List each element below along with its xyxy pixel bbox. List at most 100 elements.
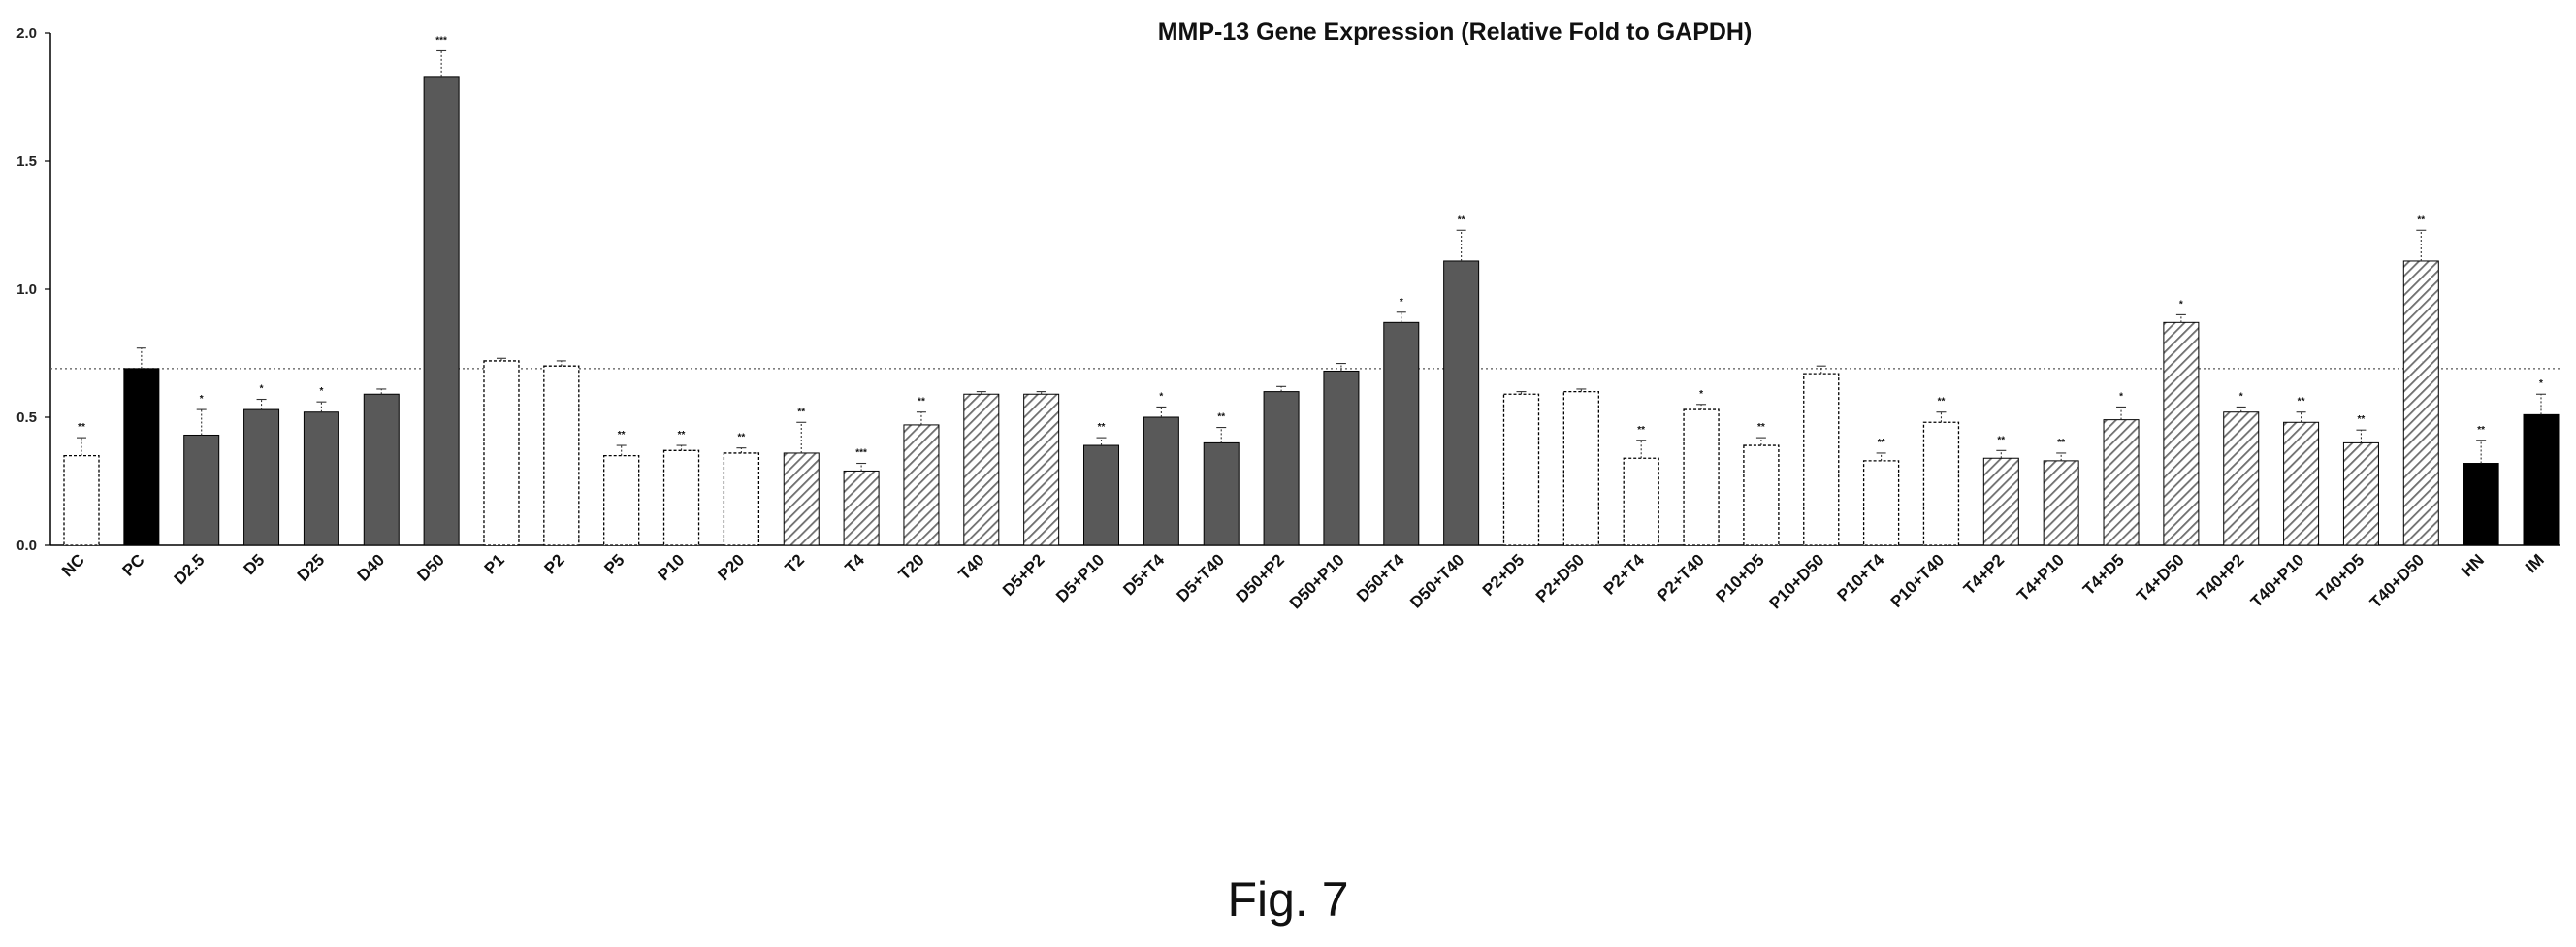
bar-p2-d5 xyxy=(1502,393,1540,546)
bar-t40-p10 xyxy=(2283,421,2320,546)
significance-label: ** xyxy=(2358,414,2366,425)
bar-t4-d5 xyxy=(2103,419,2140,546)
significance-label: *** xyxy=(855,448,867,459)
bar-p10-t40 xyxy=(1922,421,1960,546)
category-label: D5+T40 xyxy=(1174,550,1229,605)
category-label: P2+T4 xyxy=(1600,550,1649,599)
bar-d2-5 xyxy=(183,434,220,546)
category-label: D25 xyxy=(294,550,328,584)
significance-label: ** xyxy=(1757,422,1765,433)
chart-title: MMP-13 Gene Expression (Relative Fold to… xyxy=(1158,18,1753,46)
significance-label: ** xyxy=(797,407,805,417)
significance-label: ** xyxy=(678,430,686,441)
category-label: PC xyxy=(119,550,148,579)
significance-label: * xyxy=(1400,297,1403,308)
bar-chart: 0.00.51.01.52.0 **NC PC*D2.5*D5*D25 D40***… xyxy=(16,18,2560,612)
significance-label: * xyxy=(319,386,323,397)
significance-label: *** xyxy=(435,35,447,46)
category-label: D50+T4 xyxy=(1353,550,1408,605)
bar-t2 xyxy=(783,452,820,546)
significance-label: * xyxy=(2539,378,2543,389)
category-label: P10+D5 xyxy=(1713,550,1768,605)
category-label: P2+D50 xyxy=(1532,550,1588,605)
category-label: IM xyxy=(2522,550,2548,576)
bar-t20 xyxy=(903,424,940,546)
category-label: P20 xyxy=(714,550,748,584)
bar-p2-t40 xyxy=(1683,408,1720,546)
category-label: T20 xyxy=(895,550,928,583)
category-label: D50+T40 xyxy=(1406,550,1467,611)
category-label: D40 xyxy=(354,550,388,584)
category-label: T40 xyxy=(954,550,987,583)
category-label: D50+P10 xyxy=(1286,550,1348,612)
bar-im xyxy=(2523,413,2560,546)
bar-t40-d50 xyxy=(2402,260,2439,546)
y-tick-label: 1.5 xyxy=(16,153,37,170)
category-label: P1 xyxy=(481,550,508,577)
category-label: T4 xyxy=(841,550,868,577)
chart-bars xyxy=(63,49,2560,546)
bar-t4-p2 xyxy=(1982,457,2019,546)
bar-d5-t40 xyxy=(1203,441,1240,546)
bar-t4-p10 xyxy=(2043,460,2079,546)
bar-t4-d50 xyxy=(2163,321,2200,546)
bar-d50-t40 xyxy=(1443,260,1480,546)
bar-p10-d50 xyxy=(1803,373,1840,546)
significance-label: ** xyxy=(2477,425,2485,436)
category-label: P10 xyxy=(655,550,689,584)
category-label: P2+D5 xyxy=(1479,550,1529,600)
category-label: T4+D5 xyxy=(2079,550,2128,599)
category-label: T40+D5 xyxy=(2313,550,2368,605)
category-label: D2.5 xyxy=(171,550,209,588)
significance-label: * xyxy=(200,394,204,405)
bar-p2 xyxy=(543,365,580,546)
bar-p10 xyxy=(662,449,700,546)
category-label: D5+T4 xyxy=(1119,550,1168,599)
significance-label: * xyxy=(2119,391,2123,402)
significance-label: ** xyxy=(1997,435,2005,445)
bar-t4 xyxy=(843,470,880,546)
bar-t40 xyxy=(963,393,1000,546)
category-label: D50+P2 xyxy=(1233,550,1288,605)
category-label: T2 xyxy=(782,550,808,576)
bar-d25 xyxy=(303,411,339,546)
bar-p2-d50 xyxy=(1562,390,1599,546)
y-tick-label: 1.0 xyxy=(16,281,37,298)
category-label: P5 xyxy=(600,550,628,577)
bar-d5-p10 xyxy=(1083,444,1120,546)
significance-label: ** xyxy=(1217,412,1225,423)
category-label: P2 xyxy=(541,550,568,577)
category-label: P10+T4 xyxy=(1834,550,1888,604)
category-label: T40+P2 xyxy=(2194,550,2248,604)
category-label: T40+P10 xyxy=(2247,550,2308,611)
bar-p5 xyxy=(603,454,640,546)
significance-label: ** xyxy=(2417,214,2425,225)
y-tick-label: 0.0 xyxy=(16,538,37,554)
significance-label: ** xyxy=(918,397,925,408)
significance-label: * xyxy=(260,384,264,395)
significance-label: ** xyxy=(1938,397,1946,408)
category-label: D5+P2 xyxy=(999,550,1048,600)
significance-label: * xyxy=(1159,391,1163,402)
significance-label: * xyxy=(1699,389,1703,400)
category-label: T4+P2 xyxy=(1960,550,2008,598)
category-label: D5+P10 xyxy=(1052,550,1108,605)
y-tick-label: 0.5 xyxy=(16,409,37,426)
category-label: P10+D50 xyxy=(1766,550,1828,612)
bar-hn xyxy=(2463,463,2499,546)
bar-p20 xyxy=(723,452,760,546)
category-label: D5 xyxy=(241,550,269,578)
bar-nc xyxy=(63,454,100,546)
bar-p10-t4 xyxy=(1862,460,1900,546)
significance-label: ** xyxy=(1637,425,1645,436)
bar-d5 xyxy=(243,408,280,546)
significance-label: ** xyxy=(2057,438,2065,448)
significance-label: * xyxy=(2179,299,2183,310)
bar-t40-p2 xyxy=(2223,411,2260,546)
significance-label: ** xyxy=(1878,438,1885,448)
bar-pc xyxy=(123,368,160,546)
bar-p1 xyxy=(483,360,520,546)
bar-d50 xyxy=(423,76,460,546)
significance-label: ** xyxy=(618,430,626,441)
bar-t40-d5 xyxy=(2342,441,2379,546)
